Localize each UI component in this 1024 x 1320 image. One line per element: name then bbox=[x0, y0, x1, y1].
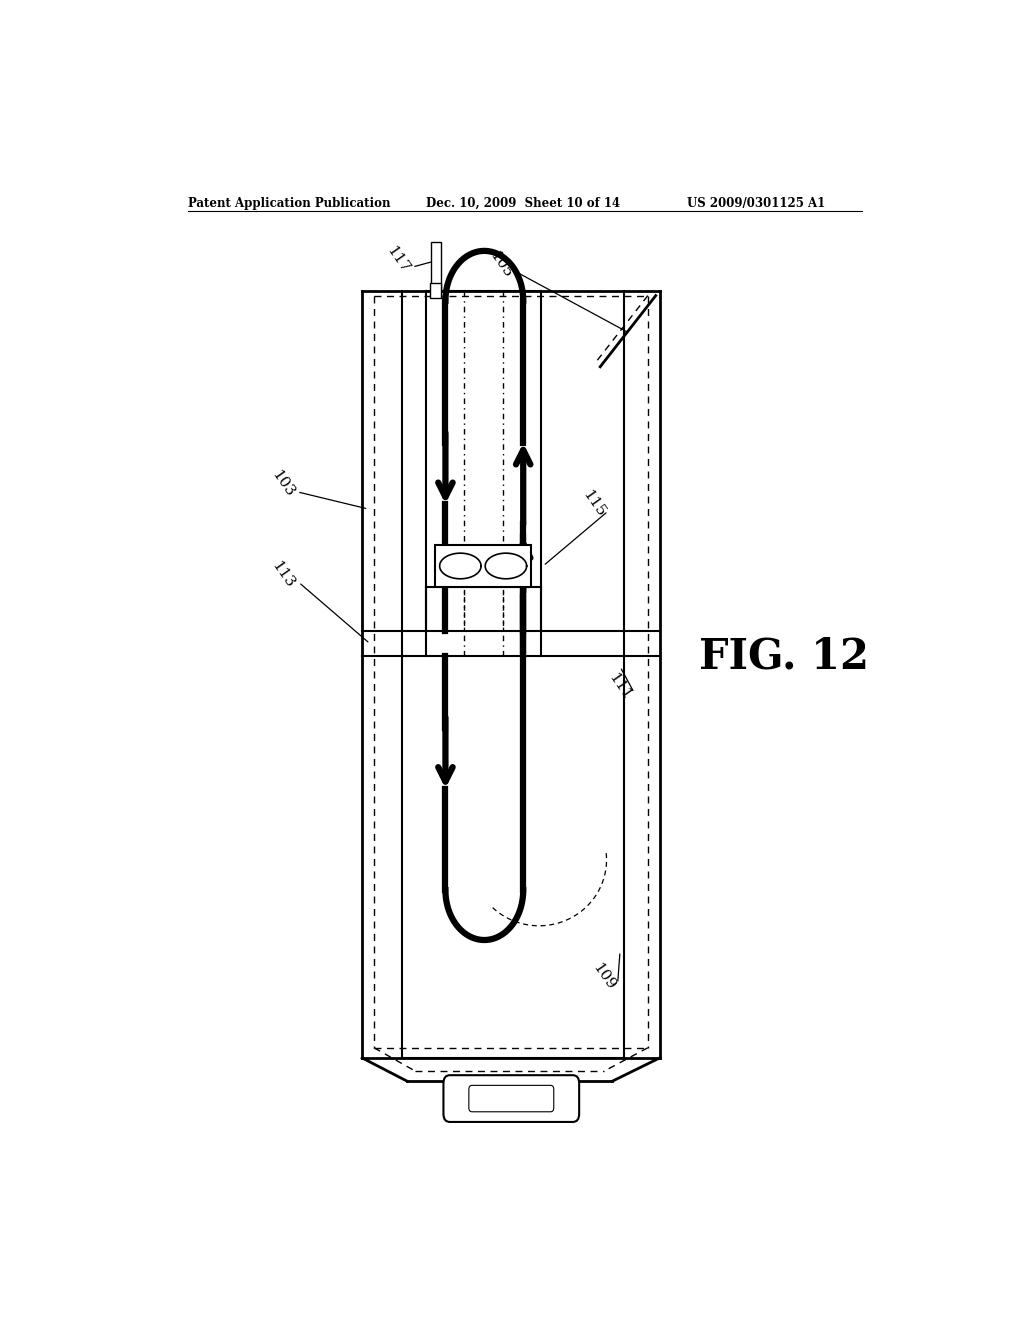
Text: 115: 115 bbox=[580, 488, 608, 520]
Text: 105: 105 bbox=[486, 249, 515, 281]
Bar bbox=[430, 284, 441, 297]
FancyBboxPatch shape bbox=[469, 1085, 554, 1111]
Text: 111: 111 bbox=[606, 671, 634, 704]
Text: 117: 117 bbox=[384, 244, 412, 276]
Text: FIG. 12: FIG. 12 bbox=[699, 635, 869, 677]
Text: Dec. 10, 2009  Sheet 10 of 14: Dec. 10, 2009 Sheet 10 of 14 bbox=[426, 197, 620, 210]
Text: 103: 103 bbox=[268, 467, 297, 499]
Text: 113: 113 bbox=[268, 560, 297, 591]
Text: 109: 109 bbox=[590, 961, 618, 993]
Bar bbox=[431, 242, 440, 290]
FancyBboxPatch shape bbox=[443, 1076, 580, 1122]
Text: US 2009/0301125 A1: US 2009/0301125 A1 bbox=[687, 197, 825, 210]
Text: Patent Application Publication: Patent Application Publication bbox=[187, 197, 390, 210]
Bar bbox=[435, 545, 531, 587]
